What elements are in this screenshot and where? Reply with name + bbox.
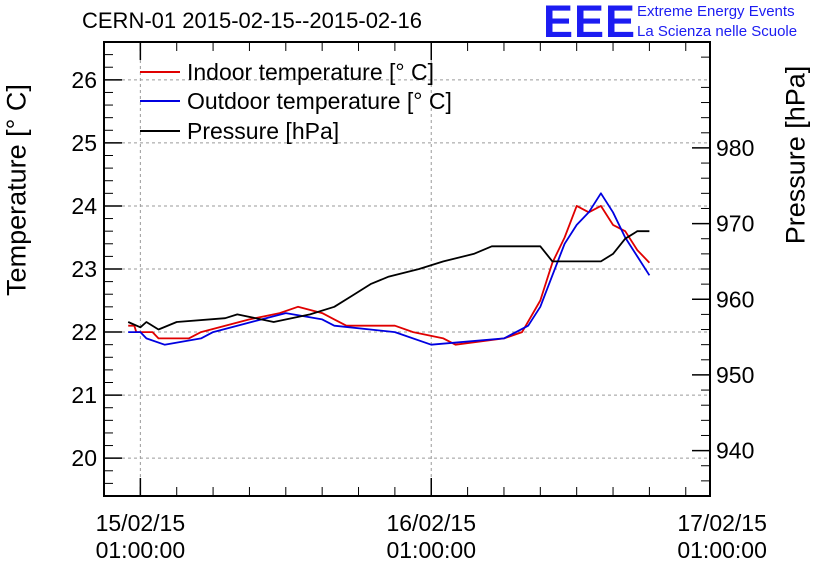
pressure-line xyxy=(127,230,650,331)
logo-subtitle-line1: Extreme Energy Events xyxy=(637,3,795,20)
y-right-tick-label: 950 xyxy=(716,362,754,388)
x-tick-label-date: 17/02/15 xyxy=(677,510,767,536)
legend-label-outdoor: Outdoor temperature [° C] xyxy=(187,87,452,114)
legend-item-indoor: Indoor temperature [° C] xyxy=(140,58,434,86)
y-right-tick-label: 970 xyxy=(716,211,754,237)
y-left-tick-label: 20 xyxy=(71,445,97,471)
legend-item-pressure: Pressure [hPa] xyxy=(140,117,339,145)
x-tick-label-date: 16/02/15 xyxy=(386,510,476,536)
y-right-tick-label: 980 xyxy=(716,135,754,161)
eee-logo: EEE xyxy=(543,0,637,47)
y-left-tick-label: 23 xyxy=(71,256,97,282)
x-tick-label-time: 01:00:00 xyxy=(677,537,767,563)
y-left-tick-label: 25 xyxy=(71,130,97,156)
logo-subtitle-line2: La Scienza nelle Scuole xyxy=(637,23,798,40)
legend-item-outdoor: Outdoor temperature [° C] xyxy=(140,87,452,115)
y-left-tick-label: 22 xyxy=(71,319,97,345)
y-axis-right-title: Pressure [hPa] xyxy=(780,65,811,245)
indoor-temperature-line xyxy=(128,205,651,346)
x-tick-label-time: 01:00:00 xyxy=(96,537,186,563)
legend-label-indoor: Indoor temperature [° C] xyxy=(187,58,434,85)
legend-swatch-outdoor xyxy=(140,100,180,102)
series-layer xyxy=(127,192,651,346)
axis-ticks xyxy=(104,41,710,497)
outdoor-temperature-line xyxy=(128,192,651,346)
y-axis-left-title: Temperature [° C] xyxy=(1,84,32,296)
y-left-tick-label: 26 xyxy=(71,67,97,93)
x-tick-label-date: 15/02/15 xyxy=(96,510,186,536)
legend-swatch-pressure xyxy=(140,130,180,132)
legend-swatch-indoor xyxy=(140,71,180,73)
legend-label-pressure: Pressure [hPa] xyxy=(187,117,340,144)
chart-title: CERN-01 2015-02-15--2015-02-16 xyxy=(82,8,422,33)
y-left-tick-label: 24 xyxy=(71,193,97,219)
y-left-tick-label: 21 xyxy=(71,382,97,408)
axis-tick-labels: 2021222324252694095096097098015/02/1501:… xyxy=(71,67,766,563)
x-tick-label-time: 01:00:00 xyxy=(386,537,476,563)
y-right-tick-label: 940 xyxy=(716,438,754,464)
y-right-tick-label: 960 xyxy=(716,286,754,312)
